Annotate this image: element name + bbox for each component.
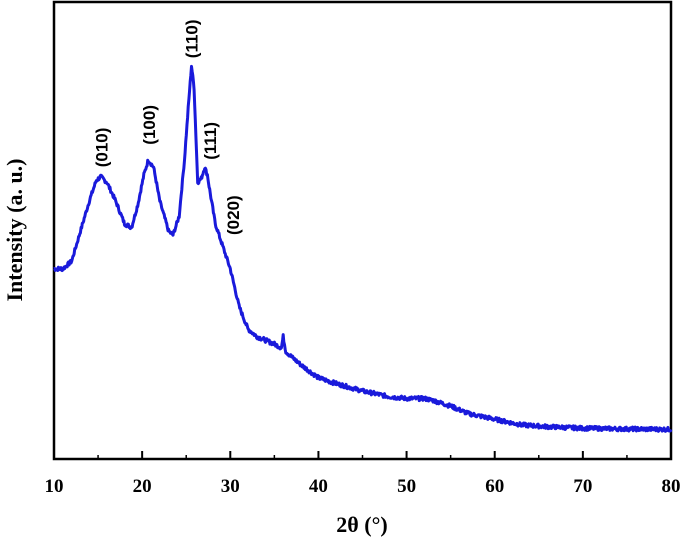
y-axis-title: Intensity (a. u.) [2, 158, 27, 301]
x-tick-label: 30 [221, 476, 240, 497]
peak-label: (110) [183, 19, 202, 58]
x-tick-label: 20 [133, 476, 152, 497]
x-tick-label: 50 [397, 476, 416, 497]
x-tick-label: 10 [45, 476, 64, 497]
x-axis-title: 2θ (°) [336, 512, 387, 537]
peak-label: (111) [201, 122, 220, 160]
peak-label: (010) [93, 128, 112, 168]
peak-labels: (010) (100) (110) (111) (020) [93, 19, 243, 235]
x-ticks [53, 451, 672, 459]
peak-label: (020) [224, 195, 243, 235]
peak-label: (100) [140, 105, 159, 145]
x-tick-label: 80 [662, 476, 681, 497]
series-line [53, 64, 673, 433]
x-tick-label: 40 [309, 476, 328, 497]
x-tick-labels: 10 20 30 40 50 60 70 80 [45, 476, 681, 497]
x-tick-label: 70 [573, 476, 592, 497]
x-tick-label: 60 [485, 476, 504, 497]
